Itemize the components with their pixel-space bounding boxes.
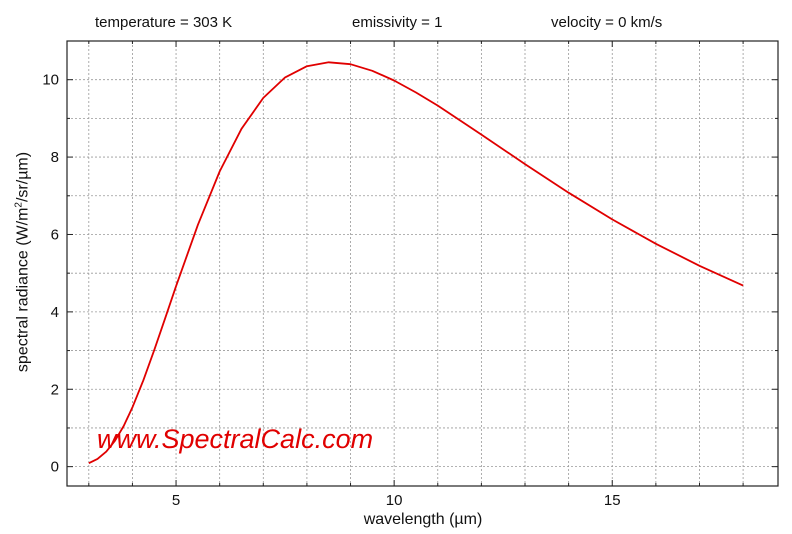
y-axis-label-text: spectral radiance (W/m [14,207,32,373]
x-tick-label: 5 [172,492,180,509]
axis-ticks: 5 10 15 0 2 4 6 8 10 [42,40,778,509]
y-axis-label-superscript: 2 [13,202,25,208]
series-group [88,61,744,465]
radiance-curve [88,61,744,465]
grid-lines [67,40,778,486]
y-axis-label-unit: /sr/µm) [14,151,32,203]
y-tick-label: 8 [51,149,59,166]
y-tick-label: 4 [51,304,59,321]
y-tick-label: 10 [42,72,59,89]
temperature-label: temperature = 303 K [95,14,233,31]
x-tick-label: 15 [604,492,621,509]
x-axis-label: wavelength (µm) [363,511,483,528]
emissivity-label: emissivity = 1 [352,14,443,31]
plot-frame [66,40,779,487]
x-tick-label: 10 [386,492,403,509]
y-tick-label: 2 [51,381,59,398]
y-axis-label: spectral radiance (W/m2/sr/µm) [13,152,32,372]
y-tick-label: 6 [51,226,59,243]
watermark-text: www.SpectralCalc.com [97,424,374,454]
velocity-label: velocity = 0 km/s [551,14,663,31]
y-tick-label: 0 [51,459,59,476]
